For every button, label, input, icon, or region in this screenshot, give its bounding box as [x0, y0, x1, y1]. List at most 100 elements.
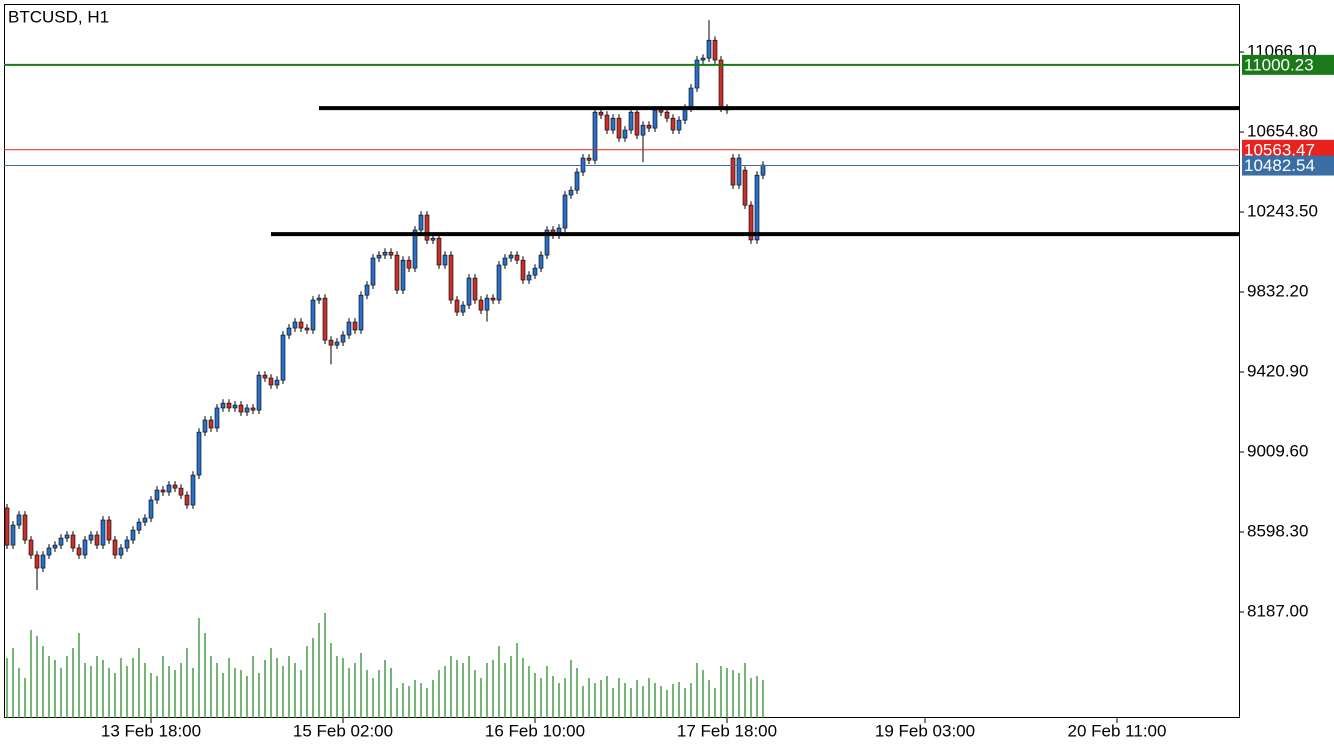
- candle-body: [274, 379, 280, 386]
- price-label: 10563.47: [1244, 140, 1315, 159]
- candle-body: [652, 109, 658, 129]
- candle-body: [436, 237, 442, 266]
- candle-body: [352, 321, 358, 331]
- candle-body: [340, 334, 346, 343]
- candle-body: [136, 521, 142, 531]
- candle-body: [292, 321, 298, 329]
- candle-body: [670, 117, 676, 131]
- candle-body: [418, 214, 424, 231]
- candle-body: [328, 339, 334, 346]
- candle-body: [118, 547, 124, 556]
- candle-body: [154, 489, 160, 501]
- candle-body: [310, 299, 316, 331]
- y-tick-label: 10243.50: [1247, 202, 1318, 221]
- candle-body: [472, 277, 478, 301]
- y-tick-label: 9420.90: [1247, 362, 1308, 381]
- candle-body: [466, 277, 472, 306]
- candle-body: [124, 539, 130, 549]
- candle-body: [538, 254, 544, 269]
- candle-body: [688, 87, 694, 109]
- candle-body: [250, 407, 256, 411]
- price-label-box: [1242, 139, 1334, 160]
- x-tick-label: 19 Feb 03:00: [875, 721, 975, 740]
- candle-body: [430, 237, 436, 241]
- candle-body: [400, 259, 406, 291]
- candle-body: [526, 274, 532, 281]
- candle-body: [700, 57, 706, 61]
- candle-body: [226, 402, 232, 409]
- price-label: 11000.23: [1244, 55, 1314, 74]
- candle-body: [664, 111, 670, 119]
- y-tick-label: 8598.30: [1247, 521, 1308, 540]
- candle-body: [262, 374, 268, 379]
- price-label-box: [1242, 155, 1334, 176]
- candle-body: [514, 254, 520, 261]
- candle-body: [628, 111, 634, 131]
- y-tick-label: 9009.60: [1247, 441, 1308, 460]
- candle-body: [646, 124, 652, 129]
- candle-body: [496, 264, 502, 301]
- price-label-box: [1242, 54, 1334, 75]
- candle-body: [148, 499, 154, 519]
- candle-body: [502, 257, 508, 266]
- candle-body: [562, 194, 568, 229]
- candle-body: [478, 299, 484, 311]
- candle-body: [754, 174, 760, 241]
- candle-body: [346, 321, 352, 336]
- candle-body: [760, 164, 766, 176]
- candle-body: [748, 204, 754, 241]
- candle-body: [376, 254, 382, 259]
- candle-body: [94, 534, 100, 546]
- candle-body: [4, 507, 10, 546]
- candle-body: [484, 297, 490, 311]
- candle-body: [412, 229, 418, 269]
- candle-body: [70, 534, 76, 549]
- candle-body: [460, 304, 466, 313]
- candle-body: [196, 431, 202, 476]
- candle-body: [40, 554, 46, 569]
- candle-body: [64, 534, 70, 539]
- candle-body: [172, 484, 178, 489]
- candle-body: [622, 129, 628, 139]
- candle-body: [604, 114, 610, 131]
- candle-body: [286, 327, 292, 336]
- candle-body: [706, 39, 712, 59]
- candle-body: [10, 524, 16, 546]
- candle-body: [694, 59, 700, 89]
- candle-body: [256, 374, 262, 411]
- candle-body: [160, 489, 166, 493]
- candle-body: [574, 171, 580, 191]
- candle-body: [166, 484, 172, 493]
- candle-body: [112, 539, 118, 556]
- candle-body: [178, 487, 184, 496]
- candle-body: [736, 157, 742, 186]
- candle-body: [22, 514, 28, 541]
- candle-body: [190, 474, 196, 506]
- candle-body: [16, 514, 22, 526]
- x-tick-label: 13 Feb 18:00: [101, 721, 201, 740]
- candle-body: [244, 407, 250, 413]
- candle-body: [382, 251, 388, 256]
- candle-body: [334, 341, 340, 346]
- x-tick-label: 16 Feb 10:00: [485, 721, 585, 740]
- candle-body: [46, 547, 52, 556]
- candle-body: [76, 547, 82, 556]
- candle-body: [544, 229, 550, 256]
- candle-body: [394, 254, 400, 291]
- candle-body: [58, 537, 64, 546]
- candle-body: [214, 407, 220, 429]
- candle-body: [208, 419, 214, 429]
- candle-body: [508, 254, 514, 259]
- candle-body: [676, 119, 682, 131]
- candle-body: [616, 117, 622, 139]
- candle-body: [388, 251, 394, 256]
- candle-body: [28, 539, 34, 556]
- candle-body: [442, 254, 448, 266]
- candle-body: [88, 534, 94, 541]
- candle-body: [100, 519, 106, 546]
- price-label: 10482.54: [1244, 156, 1315, 175]
- y-tick-label: 10654.80: [1247, 122, 1318, 141]
- candle-body: [718, 59, 724, 109]
- candle-body: [238, 404, 244, 413]
- candle-body: [298, 321, 304, 329]
